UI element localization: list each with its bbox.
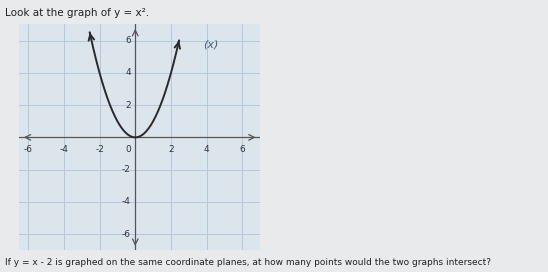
Text: 6: 6 <box>125 36 131 45</box>
Text: Look at the graph of y = x².: Look at the graph of y = x². <box>5 8 150 18</box>
Text: -6: -6 <box>24 145 33 154</box>
Text: -6: -6 <box>122 230 131 239</box>
Text: -2: -2 <box>122 165 131 174</box>
Text: -4: -4 <box>122 197 131 206</box>
Text: 4: 4 <box>204 145 209 154</box>
Text: 0: 0 <box>125 145 131 154</box>
Text: -4: -4 <box>59 145 68 154</box>
Text: -2: -2 <box>95 145 104 154</box>
Text: 6: 6 <box>239 145 246 154</box>
Text: 2: 2 <box>168 145 174 154</box>
Text: If y = x - 2 is graphed on the same coordinate planes, at how many points would : If y = x - 2 is graphed on the same coor… <box>5 258 492 267</box>
Text: 4: 4 <box>125 68 131 77</box>
Text: 2: 2 <box>125 101 131 110</box>
Text: (x): (x) <box>203 39 219 49</box>
